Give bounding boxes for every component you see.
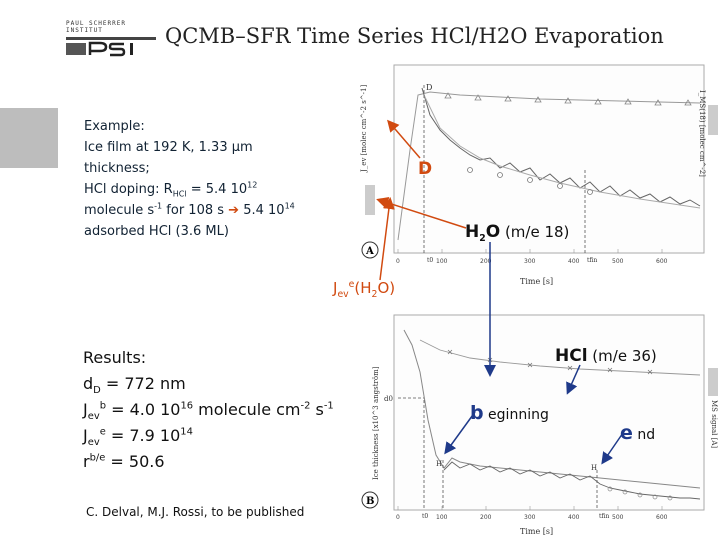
annotation-end: e nd [620, 422, 656, 444]
panel-b-ticks [397, 506, 663, 510]
psi-logo: PAUL SCHERRER INSTITUT [66, 20, 158, 57]
panel-b-xtick: 0 [396, 514, 400, 521]
panel-a-xtick: 600 [656, 258, 668, 265]
result-dD: dD = 772 nm [83, 374, 186, 397]
panel-a-xlabel: Time [s] [520, 277, 553, 286]
arrow-end [601, 429, 626, 465]
panel-b-series-upper [419, 339, 701, 376]
results-text: Results: dD = 772 nm Jevb = 4.0 1016 mol… [83, 345, 373, 475]
panel-a-xtick: 400 [568, 258, 580, 265]
result-jevb: Jevb = 4.0 1016 molecule cm-2 s-1 [83, 400, 334, 423]
panel-a-series-fit [423, 94, 701, 209]
example-line-molecule: molecule s-1 for 108 s ➔ 5.4 1014 [84, 201, 295, 218]
results-heading: Results: [83, 348, 147, 367]
result-jeve: Jeve = 7.9 1014 [83, 426, 193, 449]
panel-a-xtick-labels: 0 100 200 300 400 500 600 [396, 258, 668, 265]
panel-b-t0-label: t0 [422, 513, 428, 520]
annotation-jev: Jeve(H2O) [333, 279, 396, 300]
panel-b-frame [393, 314, 705, 511]
panel-b-d0-label: d0 [384, 395, 393, 403]
panel-a-ticks [397, 249, 663, 253]
arrow-D-to-plot [387, 119, 421, 159]
panel-a-xtick: 500 [612, 258, 624, 265]
panel-b-xtick: 400 [568, 514, 580, 521]
panel-a-triangle-markers [444, 92, 692, 106]
panel-b-side-tab-right [708, 368, 718, 396]
panel-b-letter: B [366, 496, 374, 507]
panel-a-circle-markers [467, 167, 593, 195]
panel-a-ylabel-right: I_MS(18) [molec cm^-2] [698, 90, 706, 177]
arrow-beginning [444, 411, 476, 455]
panel-b-ylabel-left: Ice thickness [x10^3 angström] [372, 366, 380, 480]
panel-a-series-triangles [397, 91, 701, 241]
example-line-adsorbed: adsorbed HCl (3.6 ML) [84, 224, 229, 239]
panel-a-t0-label: t0 [427, 257, 433, 264]
citation: C. Delval, M.J. Rossi, to be published [86, 505, 305, 519]
example-heading: Example: [84, 119, 145, 134]
annotation-beginning: b eginning [470, 402, 549, 424]
panel-a-ylabel-left: J_ev [molec cm^-2 s^-1] [360, 85, 368, 173]
psi-logo-mark [66, 37, 156, 57]
panel-a-tfin-label: tfin [587, 257, 597, 264]
panel-b-tfin-label: tfin [599, 513, 609, 520]
annotation-hcl: HCl (m/e 36) [555, 346, 657, 366]
panel-b-H-label-2: H [591, 464, 597, 472]
panel-a-side-tab-right [708, 105, 718, 135]
panel-b-xtick-labels: 0 100 200 300 400 500 600 [396, 514, 668, 521]
panel-a-xtick: 0 [396, 258, 400, 265]
example-line-thickness: thickness; [84, 161, 150, 176]
panel-b-H-label: H [436, 460, 442, 468]
example-text: Example: Ice film at 192 K, 1.33 µm thic… [84, 116, 364, 242]
panel-a-xtick: 200 [480, 258, 492, 265]
panel-a-xtick: 100 [436, 258, 448, 265]
panel-a-side-tab [365, 185, 375, 215]
arrow-hcl-down [566, 364, 581, 395]
result-ratio: rb/e = 50.6 [83, 452, 165, 471]
panel-b-badge [361, 491, 379, 509]
panel-b-xtick: 100 [436, 514, 448, 521]
panel-a-D-marker: D [426, 83, 432, 92]
panel-b-xtick: 600 [656, 514, 668, 521]
panel-b-xtick: 300 [524, 514, 536, 521]
arrow-jev-to-plot [379, 197, 395, 281]
annotation-h2o: H2O (m/e 18) [465, 222, 570, 244]
annotation-D: D [418, 159, 433, 179]
panel-b-xtick: 500 [612, 514, 624, 521]
panel-a-badge [361, 241, 379, 259]
panel-b-series-thickness [403, 329, 701, 489]
institute-name: PAUL SCHERRER INSTITUT [66, 20, 126, 34]
panel-b-circle-markers [607, 486, 673, 501]
panel-b-xlabel: Time [s] [520, 527, 553, 536]
panel-b-xtick: 200 [480, 514, 492, 521]
example-line-doping: HCl doping: RHCl = 5.4 1012 [84, 180, 258, 199]
decorative-gray-block [0, 108, 58, 168]
panel-a-letter: A [365, 246, 374, 257]
page-title: QCMB–SFR Time Series HCl/H2O Evaporation [165, 24, 664, 48]
arrow-right-icon: ➔ [228, 203, 240, 218]
panel-b [361, 314, 718, 511]
panel-a-xtick: 300 [524, 258, 536, 265]
example-line-film: Ice film at 192 K, 1.33 µm [84, 140, 253, 155]
panel-b-ylabel-right: MS signal [A] [710, 400, 718, 448]
